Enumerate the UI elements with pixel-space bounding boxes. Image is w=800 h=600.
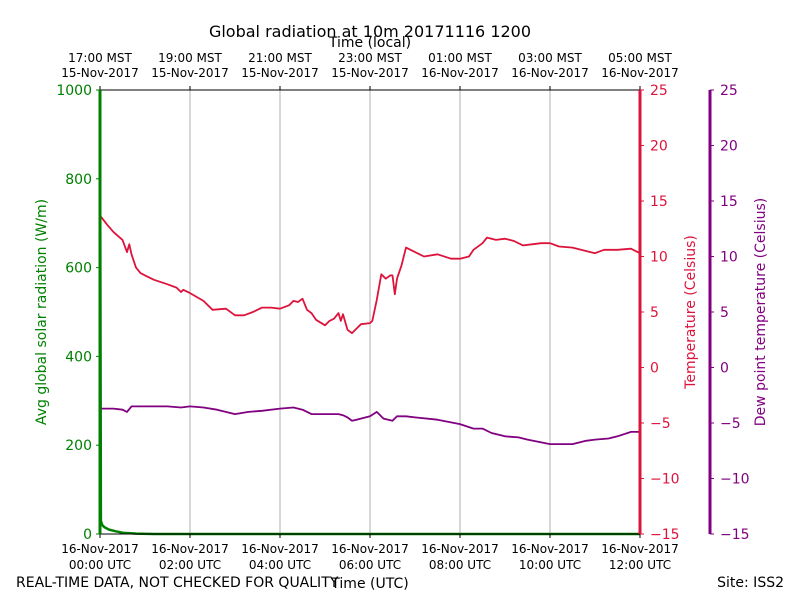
- footer-disclaimer: REAL-TIME DATA, NOT CHECKED FOR QUALITY: [16, 575, 339, 591]
- radiation-tick-label: 400: [65, 349, 92, 365]
- temperature-tick-label: −10: [650, 472, 680, 488]
- x-tick-label-time: 12:00 UTC: [609, 558, 671, 572]
- top-tick-label-date: 15-Nov-2017: [61, 66, 139, 80]
- x-tick-label-time: 00:00 UTC: [69, 558, 131, 572]
- top-tick-label-date: 15-Nov-2017: [151, 66, 229, 80]
- radiation-tick-label: 1000: [56, 83, 92, 99]
- x-tick-label-date: 16-Nov-2017: [61, 542, 139, 556]
- temperature-tick-label: 10: [650, 250, 668, 266]
- temperature-tick-label: 25: [650, 83, 668, 99]
- temperature-tick-label: 0: [650, 361, 659, 377]
- x-tick-label-date: 16-Nov-2017: [601, 542, 679, 556]
- dewpoint-axis-label: Dew point temperature (Celsius): [753, 198, 769, 426]
- radiation-tick-label: 200: [65, 438, 92, 454]
- temperature-tick-label: 15: [650, 194, 668, 210]
- radiation-tick-label: 0: [83, 527, 92, 543]
- temperature-tick-label: 20: [650, 139, 668, 155]
- top-tick-label-time: 17:00 MST: [68, 51, 132, 65]
- top-tick-label-time: 23:00 MST: [338, 51, 402, 65]
- top-tick-label-date: 16-Nov-2017: [601, 66, 679, 80]
- dewpoint-tick-label: 20: [720, 139, 738, 155]
- radiation-axis-label: Avg global solar radiation (W/m): [34, 199, 50, 425]
- dewpoint-tick-label: 5: [720, 305, 729, 321]
- top-tick-label-date: 15-Nov-2017: [241, 66, 319, 80]
- dewpoint-line: [100, 405, 640, 446]
- x-tick-label-date: 16-Nov-2017: [241, 542, 319, 556]
- dewpoint-tick-label: −15: [720, 527, 750, 543]
- x-tick-label-date: 16-Nov-2017: [511, 542, 589, 556]
- ticks: 16-Nov-2017 00:00 UTC 16-Nov-2017 02:00 UTC…: [56, 51, 749, 572]
- top-tick-label-date: 16-Nov-2017: [511, 66, 589, 80]
- x-axis-label: Time (UTC): [330, 576, 408, 592]
- temperature-tick-label: −5: [650, 416, 671, 432]
- x-tick-label-time: 06:00 UTC: [339, 558, 401, 572]
- x-tick-label-time: 08:00 UTC: [429, 558, 491, 572]
- top-tick-label-time: 05:00 MST: [608, 51, 672, 65]
- top-tick-label-time: 03:00 MST: [518, 51, 582, 65]
- top-axis-label: Time (local): [328, 35, 411, 51]
- x-tick-label-date: 16-Nov-2017: [151, 542, 229, 556]
- x-tick-label-date: 16-Nov-2017: [421, 542, 499, 556]
- x-tick-label-time: 02:00 UTC: [159, 558, 221, 572]
- x-tick-label-time: 04:00 UTC: [249, 558, 311, 572]
- top-tick-label-time: 19:00 MST: [158, 51, 222, 65]
- radiation-tick-label: 600: [65, 261, 92, 277]
- footer-site: Site: ISS2: [717, 575, 784, 591]
- dewpoint-tick-label: 0: [720, 361, 729, 377]
- temperature-axis-label: Temperature (Celsius): [683, 235, 699, 390]
- dewpoint-tick-label: −10: [720, 472, 750, 488]
- temperature-tick-label: −15: [650, 527, 680, 543]
- x-tick-label-date: 16-Nov-2017: [331, 542, 409, 556]
- dewpoint-tick-label: 25: [720, 83, 738, 99]
- top-tick-label-date: 15-Nov-2017: [331, 66, 409, 80]
- radiation-tick-label: 800: [65, 172, 92, 188]
- top-tick-label-time: 21:00 MST: [248, 51, 312, 65]
- dewpoint-tick-label: 15: [720, 194, 738, 210]
- dewpoint-tick-label: −5: [720, 416, 741, 432]
- dewpoint-tick-label: 10: [720, 250, 738, 266]
- grid: [189, 90, 551, 534]
- temperature-line: [99, 214, 641, 335]
- temperature-tick-label: 5: [650, 305, 659, 321]
- chart-title: Global radiation at 10m 20171116 1200: [209, 22, 531, 41]
- top-tick-label-date: 16-Nov-2017: [421, 66, 499, 80]
- x-tick-label-time: 10:00 UTC: [519, 558, 581, 572]
- top-tick-label-time: 01:00 MST: [428, 51, 492, 65]
